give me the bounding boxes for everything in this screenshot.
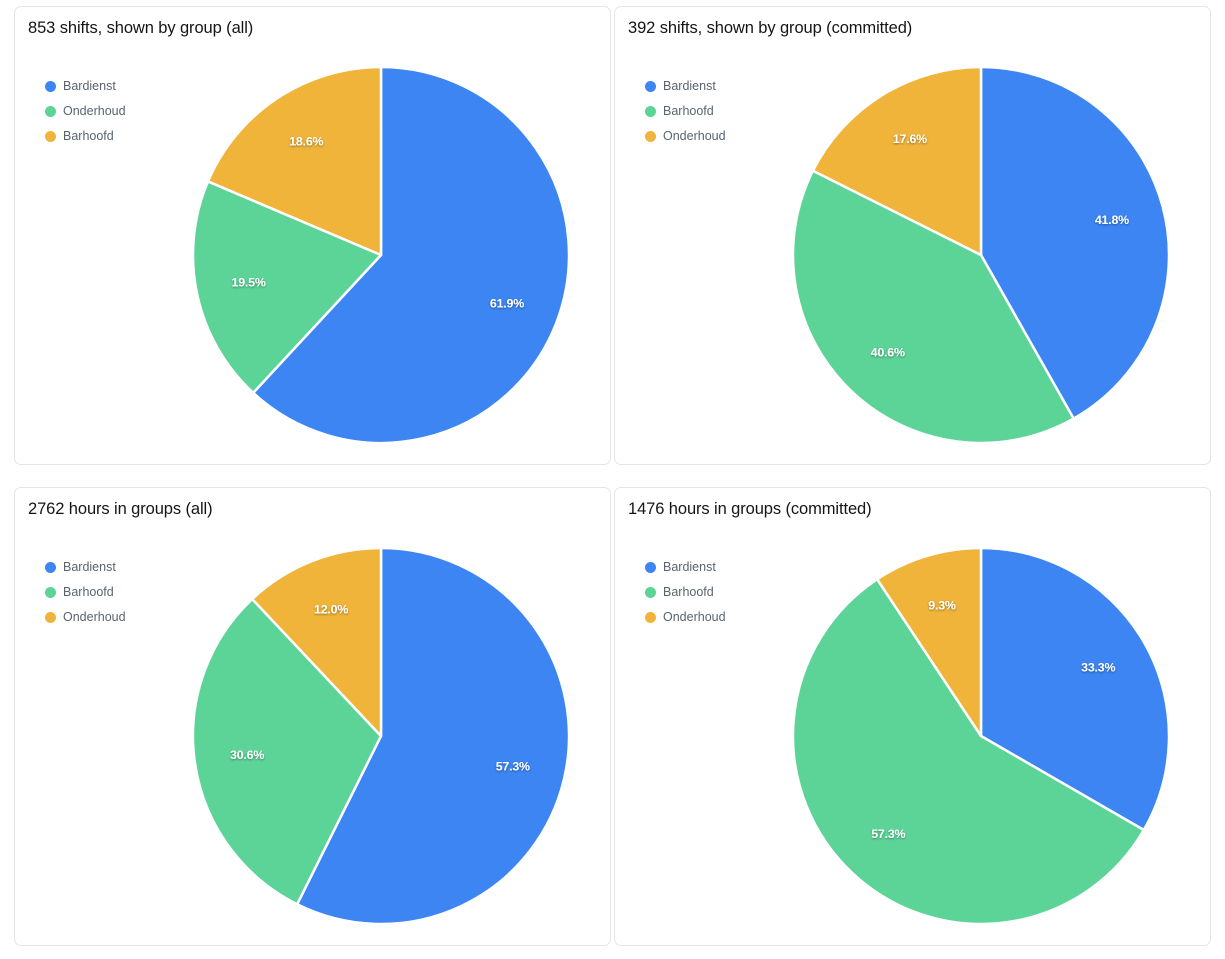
legend-dot-icon [645, 611, 656, 623]
legend-item-label: Onderhoud [63, 610, 126, 624]
legend-item-label: Bardienst [663, 560, 716, 574]
chart-legend: Bardienst Barhoofd Onderhoud [645, 79, 726, 143]
legend-dot-icon [45, 130, 56, 142]
pie-chart-shifts-all[interactable]: 61.9% 19.5% 18.6% [15, 7, 610, 464]
legend-item[interactable]: Barhoofd [45, 585, 126, 599]
legend-item-label: Bardienst [63, 79, 116, 93]
legend-dot-icon [45, 80, 56, 92]
legend-item[interactable]: Bardienst [45, 79, 126, 93]
legend-item-label: Onderhoud [663, 129, 726, 143]
legend-item-label: Onderhoud [63, 104, 126, 118]
pie-slice[interactable] [191, 597, 383, 906]
pie-slice-percent-label: 33.3% [1081, 661, 1115, 675]
legend-item-label: Barhoofd [663, 104, 714, 118]
legend-item-label: Barhoofd [63, 129, 114, 143]
pie-slice-percent-label: 57.3% [496, 759, 530, 773]
pie-slice[interactable] [206, 65, 383, 257]
chart-title: 853 shifts, shown by group (all) [28, 19, 254, 37]
pie-svg: 33.3% 57.3% 9.3% [791, 546, 1171, 926]
chart-legend: Bardienst Barhoofd Onderhoud [645, 560, 726, 624]
legend-item-label: Bardienst [63, 560, 116, 574]
legend-item[interactable]: Barhoofd [45, 129, 126, 143]
chart-title: 2762 hours in groups (all) [28, 500, 213, 518]
pie-chart-hours-all[interactable]: 57.3% 30.6% 12.0% [15, 488, 610, 945]
legend-dot-icon [45, 105, 56, 117]
pie-slice-percent-label: 61.9% [490, 297, 524, 311]
legend-dot-icon [45, 561, 56, 573]
legend-dot-icon [45, 586, 56, 598]
chart-legend: Bardienst Barhoofd Onderhoud [45, 560, 126, 624]
legend-item[interactable]: Onderhoud [645, 129, 726, 143]
legend-dot-icon [645, 80, 656, 92]
pie-slice-percent-label: 18.6% [289, 134, 323, 148]
pie-slice[interactable] [295, 546, 571, 926]
pie-slice-percent-label: 41.8% [1095, 213, 1129, 227]
legend-item-label: Bardienst [663, 79, 716, 93]
legend-dot-icon [645, 561, 656, 573]
chart-card-hours-committed[interactable]: 1476 hours in groups (committed) 33.3% 57… [614, 487, 1211, 946]
chart-card-hours-all[interactable]: 2762 hours in groups (all) 57.3% 30.6% 12.… [14, 487, 611, 946]
legend-item[interactable]: Onderhoud [645, 610, 726, 624]
chart-card-grid: 853 shifts, shown by group (all) 61.9% 19… [14, 6, 1211, 953]
pie-slice[interactable] [251, 65, 571, 445]
pie-svg: 41.8% 40.6% 17.6% [791, 65, 1171, 445]
pie-slice[interactable] [875, 546, 983, 738]
legend-item[interactable]: Barhoofd [645, 104, 726, 118]
chart-legend: Bardienst Onderhoud Barhoofd [45, 79, 126, 143]
chart-card-shifts-committed[interactable]: 392 shifts, shown by group (committed) 4… [614, 6, 1211, 465]
legend-dot-icon [645, 586, 656, 598]
pie-chart-shifts-committed[interactable]: 41.8% 40.6% 17.6% [615, 7, 1210, 464]
pie-slice[interactable] [811, 65, 983, 257]
legend-item[interactable]: Onderhoud [45, 104, 126, 118]
chart-card-shifts-all[interactable]: 853 shifts, shown by group (all) 61.9% 19… [14, 6, 611, 465]
pie-svg: 57.3% 30.6% 12.0% [191, 546, 571, 926]
pie-slice-percent-label: 30.6% [230, 748, 264, 762]
legend-dot-icon [45, 611, 56, 623]
pie-slice-percent-label: 17.6% [893, 132, 927, 146]
pie-slice[interactable] [979, 546, 1171, 832]
legend-dot-icon [645, 130, 656, 142]
legend-item[interactable]: Bardienst [645, 79, 726, 93]
pie-slice-percent-label: 19.5% [232, 276, 266, 290]
pie-svg: 61.9% 19.5% 18.6% [191, 65, 571, 445]
pie-slice-percent-label: 9.3% [928, 599, 956, 613]
pie-slice-percent-label: 57.3% [871, 827, 905, 841]
legend-item-label: Onderhoud [663, 610, 726, 624]
legend-item-label: Barhoofd [663, 585, 714, 599]
chart-title: 1476 hours in groups (committed) [628, 500, 872, 518]
pie-slice[interactable] [791, 578, 1146, 926]
legend-item-label: Barhoofd [63, 585, 114, 599]
pie-slice-percent-label: 12.0% [314, 602, 348, 616]
legend-item[interactable]: Onderhoud [45, 610, 126, 624]
chart-title: 392 shifts, shown by group (committed) [628, 19, 913, 37]
pie-slice[interactable] [979, 65, 1171, 420]
pie-slice-percent-label: 40.6% [871, 345, 905, 359]
pie-slice[interactable] [250, 546, 383, 738]
pie-slice[interactable] [791, 169, 1075, 445]
legend-dot-icon [645, 105, 656, 117]
pie-slice[interactable] [191, 180, 383, 395]
legend-item[interactable]: Barhoofd [645, 585, 726, 599]
legend-item[interactable]: Bardienst [45, 560, 126, 574]
pie-chart-hours-committed[interactable]: 33.3% 57.3% 9.3% [615, 488, 1210, 945]
legend-item[interactable]: Bardienst [645, 560, 726, 574]
